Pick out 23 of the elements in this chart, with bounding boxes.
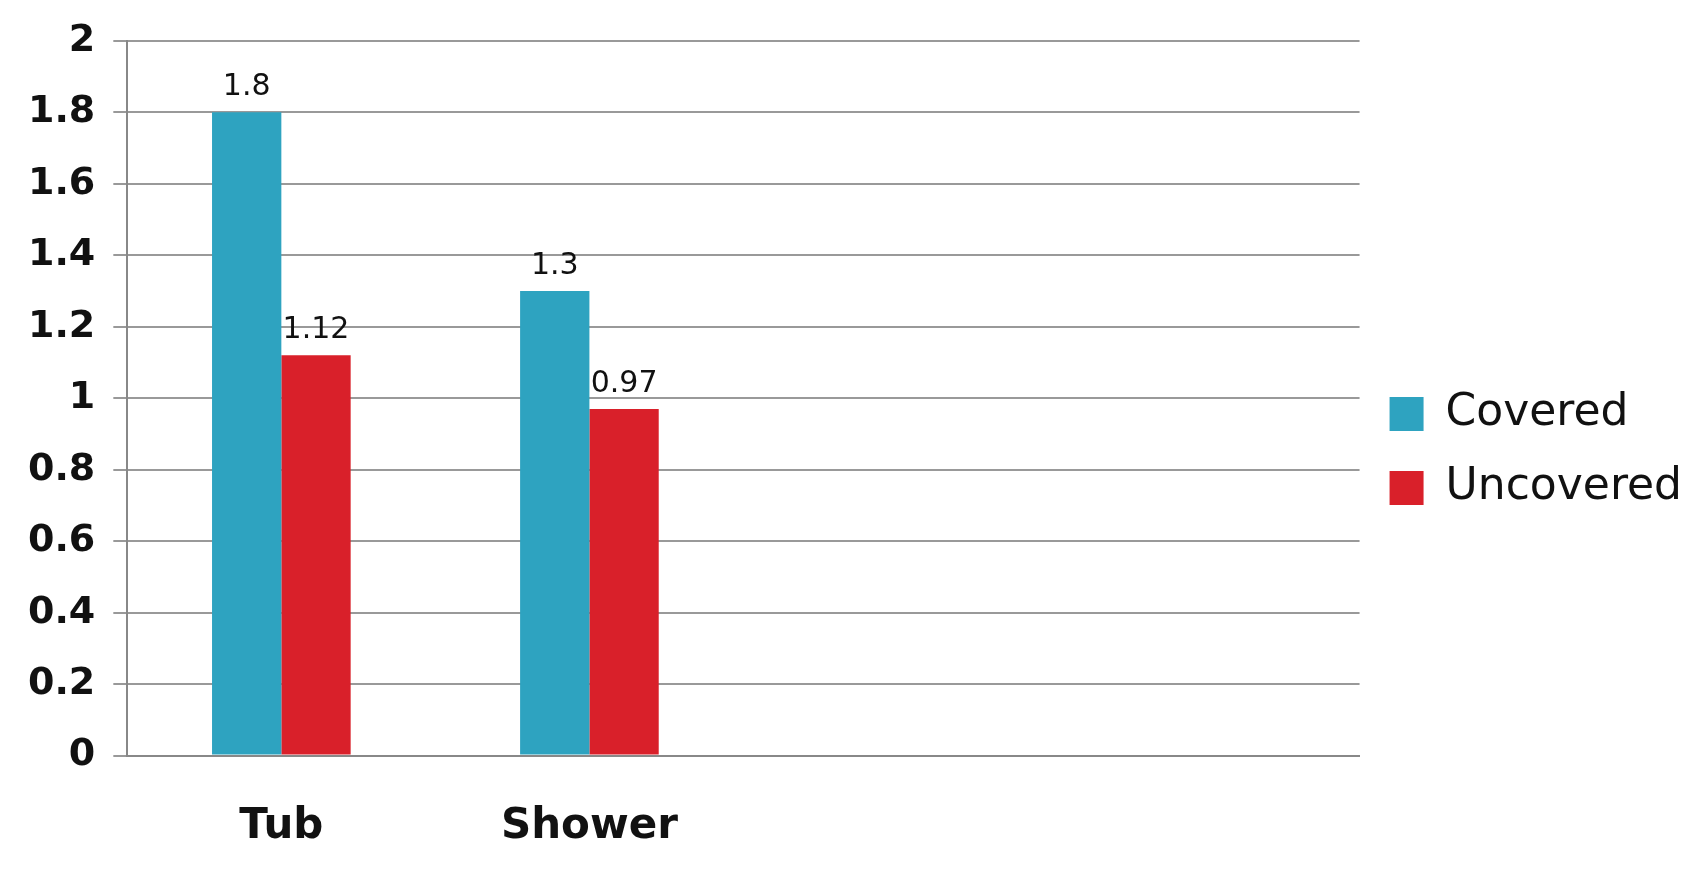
y-tick-label: 0.2 xyxy=(27,658,96,703)
data-label: 1.8 xyxy=(222,67,271,103)
data-label: 1.12 xyxy=(282,310,350,346)
y-tick-label: 1 xyxy=(68,373,96,418)
y-tick-label: 0.6 xyxy=(27,516,96,561)
y-tick-label: 0.4 xyxy=(27,587,96,632)
data-label: 0.97 xyxy=(590,363,658,399)
legend-label: Uncovered xyxy=(1445,458,1682,510)
y-tick-label: 1.2 xyxy=(27,301,96,346)
y-tick-label: 0.8 xyxy=(27,444,96,489)
bar xyxy=(212,112,282,755)
y-tick-label: 1.4 xyxy=(27,230,96,275)
bar xyxy=(589,408,659,755)
x-tick-label: Shower xyxy=(500,798,679,848)
y-tick-label: 1.8 xyxy=(27,87,96,132)
y-tick-label: 0 xyxy=(68,730,96,775)
x-tick-label: Tub xyxy=(239,798,324,848)
data-label: 1.3 xyxy=(530,245,579,281)
y-tick-label: 1.6 xyxy=(27,158,96,203)
bar xyxy=(281,355,351,755)
legend-label: Covered xyxy=(1445,384,1629,436)
bar xyxy=(520,290,590,755)
y-tick-label: 2 xyxy=(68,15,96,60)
